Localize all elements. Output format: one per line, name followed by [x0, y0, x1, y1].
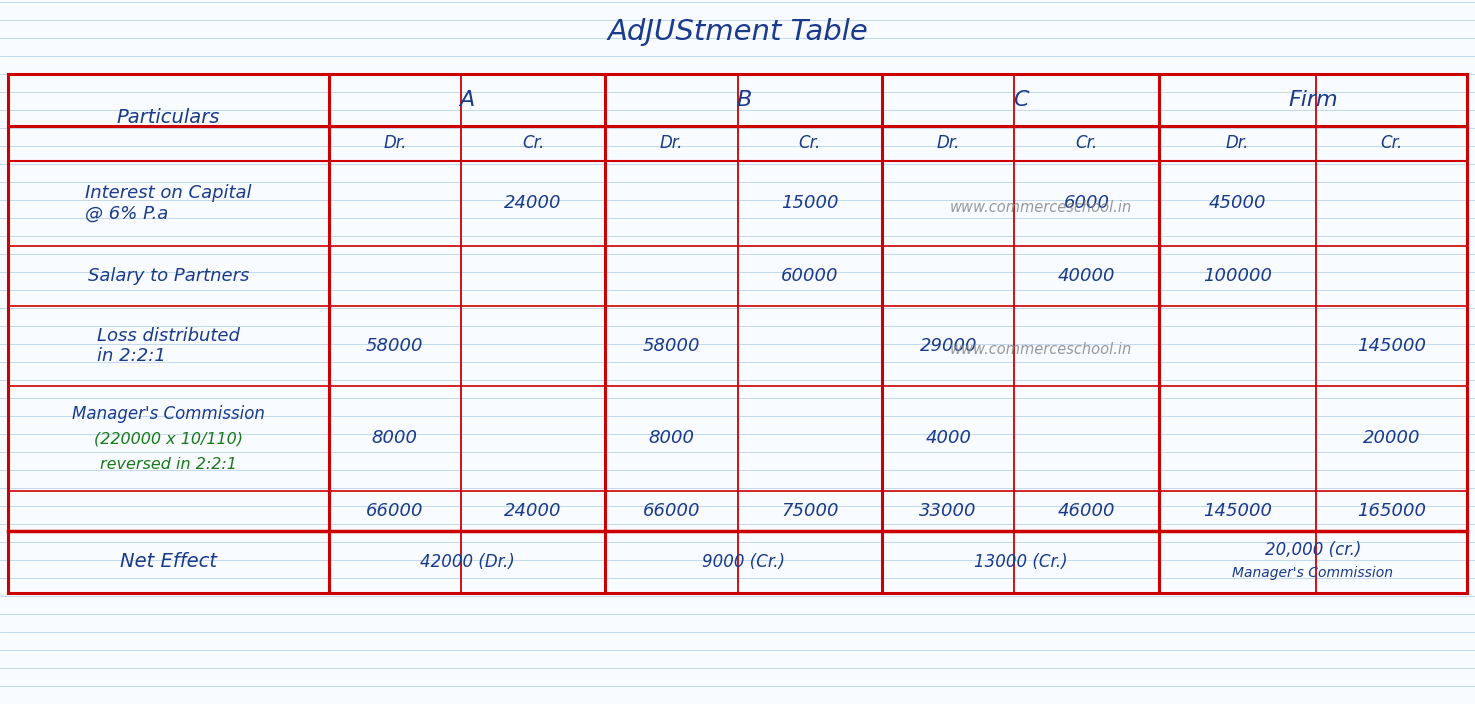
Text: 8000: 8000	[372, 429, 417, 448]
Text: 33000: 33000	[919, 502, 976, 520]
Text: Salary to Partners: Salary to Partners	[87, 267, 249, 285]
Text: Dr.: Dr.	[937, 134, 960, 153]
Text: 42000 (Dr.): 42000 (Dr.)	[420, 553, 515, 571]
Text: 75000: 75000	[782, 502, 839, 520]
Text: reversed in 2:2:1: reversed in 2:2:1	[100, 458, 237, 472]
Text: Dr.: Dr.	[1226, 134, 1249, 153]
Text: 100000: 100000	[1204, 267, 1271, 285]
Text: Manager's Commission: Manager's Commission	[1233, 566, 1394, 580]
Text: www.commerceschool.in: www.commerceschool.in	[950, 200, 1131, 215]
Text: www.commerceschool.in: www.commerceschool.in	[950, 342, 1131, 358]
Text: 13000 (Cr.): 13000 (Cr.)	[974, 553, 1068, 571]
Text: 58000: 58000	[366, 337, 423, 355]
Text: 20,000 (cr.): 20,000 (cr.)	[1264, 541, 1361, 558]
Text: 60000: 60000	[782, 267, 839, 285]
Text: AdJUStment Table: AdJUStment Table	[608, 18, 867, 46]
Text: 40000: 40000	[1058, 267, 1115, 285]
Text: Cr.: Cr.	[1075, 134, 1097, 153]
Text: 4000: 4000	[925, 429, 971, 448]
Text: Dr.: Dr.	[659, 134, 683, 153]
Text: Net Effect: Net Effect	[119, 553, 217, 572]
Text: 9000 (Cr.): 9000 (Cr.)	[702, 553, 785, 571]
Text: 165000: 165000	[1357, 502, 1426, 520]
Text: Loss distributed
in 2:2:1: Loss distributed in 2:2:1	[97, 327, 240, 365]
Text: Cr.: Cr.	[798, 134, 822, 153]
Text: 29000: 29000	[919, 337, 976, 355]
Text: 6000: 6000	[1063, 194, 1109, 213]
Text: Dr.: Dr.	[384, 134, 407, 153]
Text: 58000: 58000	[643, 337, 701, 355]
Text: Cr.: Cr.	[522, 134, 544, 153]
Text: 46000: 46000	[1058, 502, 1115, 520]
Text: 20000: 20000	[1363, 429, 1420, 448]
Text: B: B	[736, 90, 751, 110]
Text: 24000: 24000	[504, 502, 562, 520]
Text: 8000: 8000	[649, 429, 695, 448]
Text: 45000: 45000	[1208, 194, 1266, 213]
Text: Particulars: Particulars	[117, 108, 220, 127]
Text: 15000: 15000	[782, 194, 839, 213]
Text: Firm: Firm	[1288, 90, 1338, 110]
Text: 24000: 24000	[504, 194, 562, 213]
Text: 66000: 66000	[366, 502, 423, 520]
Text: Manager's Commission: Manager's Commission	[72, 405, 266, 423]
Text: 145000: 145000	[1357, 337, 1426, 355]
Text: A: A	[459, 90, 475, 110]
Text: Cr.: Cr.	[1381, 134, 1403, 153]
Text: C: C	[1013, 90, 1028, 110]
Text: (220000 x 10/110): (220000 x 10/110)	[94, 431, 243, 446]
Text: Interest on Capital
@ 6% P.a: Interest on Capital @ 6% P.a	[86, 184, 252, 223]
Text: 66000: 66000	[643, 502, 701, 520]
Text: 145000: 145000	[1204, 502, 1271, 520]
